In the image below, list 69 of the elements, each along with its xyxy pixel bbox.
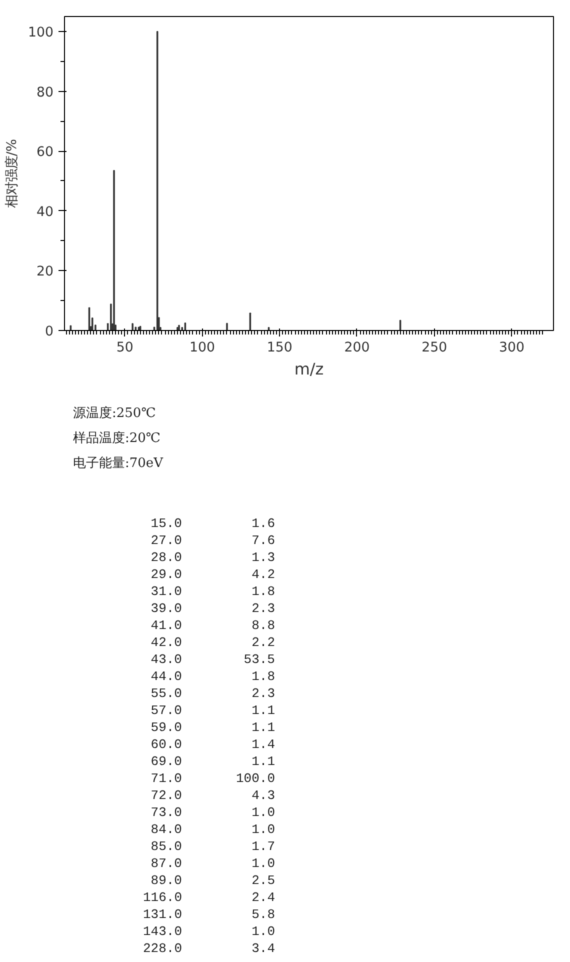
y-tick-label: 80: [36, 85, 54, 100]
data-label: 1.1: [250, 702, 275, 719]
category-label: 15.0: [150, 515, 182, 532]
category-label: 72.0: [150, 787, 182, 804]
category-label: 39.0: [150, 600, 182, 617]
category-label: 31.0: [150, 583, 182, 600]
y-tick-label: 60: [36, 145, 54, 160]
y-tick-label: 0: [45, 324, 54, 340]
category-label: 228.0: [142, 940, 182, 957]
category-label: 28.0: [150, 549, 182, 566]
category-label: 42.0: [150, 634, 182, 651]
category-label: 89.0: [150, 872, 182, 889]
data-label: 1.0: [250, 804, 275, 821]
category-label: 43.0: [150, 651, 182, 668]
data-label: 1.6: [250, 515, 275, 532]
category-label: 29.0: [150, 566, 182, 583]
category-label: 87.0: [150, 855, 182, 872]
data-label: 2.4: [250, 889, 275, 906]
category-label: 73.0: [150, 804, 182, 821]
data-label: 5.8: [250, 906, 275, 923]
data-label: 1.0: [250, 821, 275, 838]
data-label: 2.3: [250, 600, 275, 617]
data-label: 1.1: [250, 719, 275, 736]
data-label: 1.8: [250, 583, 275, 600]
data-label: 7.6: [250, 532, 275, 549]
category-label: 41.0: [150, 617, 182, 634]
data-label: 3.4: [250, 940, 275, 957]
x-tick-label: 300: [499, 340, 524, 356]
category-label: 131.0: [142, 906, 182, 923]
data-label: 1.7: [250, 838, 275, 855]
category-label: 143.0: [142, 923, 182, 940]
category-label: 55.0: [150, 685, 182, 702]
category-label: 69.0: [150, 753, 182, 770]
y-axis-title: 相对强度/%: [4, 138, 20, 208]
data-label: 1.3: [250, 549, 275, 566]
data-label: 4.2: [250, 566, 275, 583]
text: 样品温度:20℃: [73, 430, 162, 448]
x-tick-label: 150: [266, 340, 292, 356]
text: 源温度:250℃: [73, 405, 157, 423]
x-tick-label: 200: [344, 340, 370, 356]
data-label: 8.8: [250, 617, 275, 634]
text: 电子能量:70eV: [73, 455, 164, 473]
category-label: 71.0: [150, 770, 182, 787]
x-tick-label: 100: [190, 340, 215, 356]
category-label: 27.0: [150, 532, 182, 549]
category-label: 60.0: [150, 736, 182, 753]
data-label: 1.8: [250, 668, 275, 685]
category-label: 116.0: [142, 889, 182, 906]
category-label: 44.0: [150, 668, 182, 685]
y-tick-label: 20: [36, 264, 54, 280]
category-label: 85.0: [150, 838, 182, 855]
x-axis-title: m/z: [294, 360, 324, 378]
data-label: 4.3: [250, 787, 275, 804]
data-label: 1.0: [250, 923, 275, 940]
y-tick-label: 100: [28, 25, 54, 40]
x-tick-label: 50: [116, 340, 134, 356]
category-label: 84.0: [150, 821, 182, 838]
data-label: 1.0: [250, 855, 275, 872]
data-label: 1.1: [250, 753, 275, 770]
data-label: 53.5: [242, 651, 275, 668]
data-label: 2.5: [250, 872, 275, 889]
data-label: 100.0: [234, 770, 275, 787]
y-tick-label: 40: [36, 204, 54, 220]
data-label: 1.4: [250, 736, 275, 753]
category-label: 57.0: [150, 702, 182, 719]
data-label: 2.3: [250, 685, 275, 702]
x-tick-label: 250: [422, 340, 448, 356]
data-label: 2.2: [250, 634, 275, 651]
category-label: 59.0: [150, 719, 182, 736]
